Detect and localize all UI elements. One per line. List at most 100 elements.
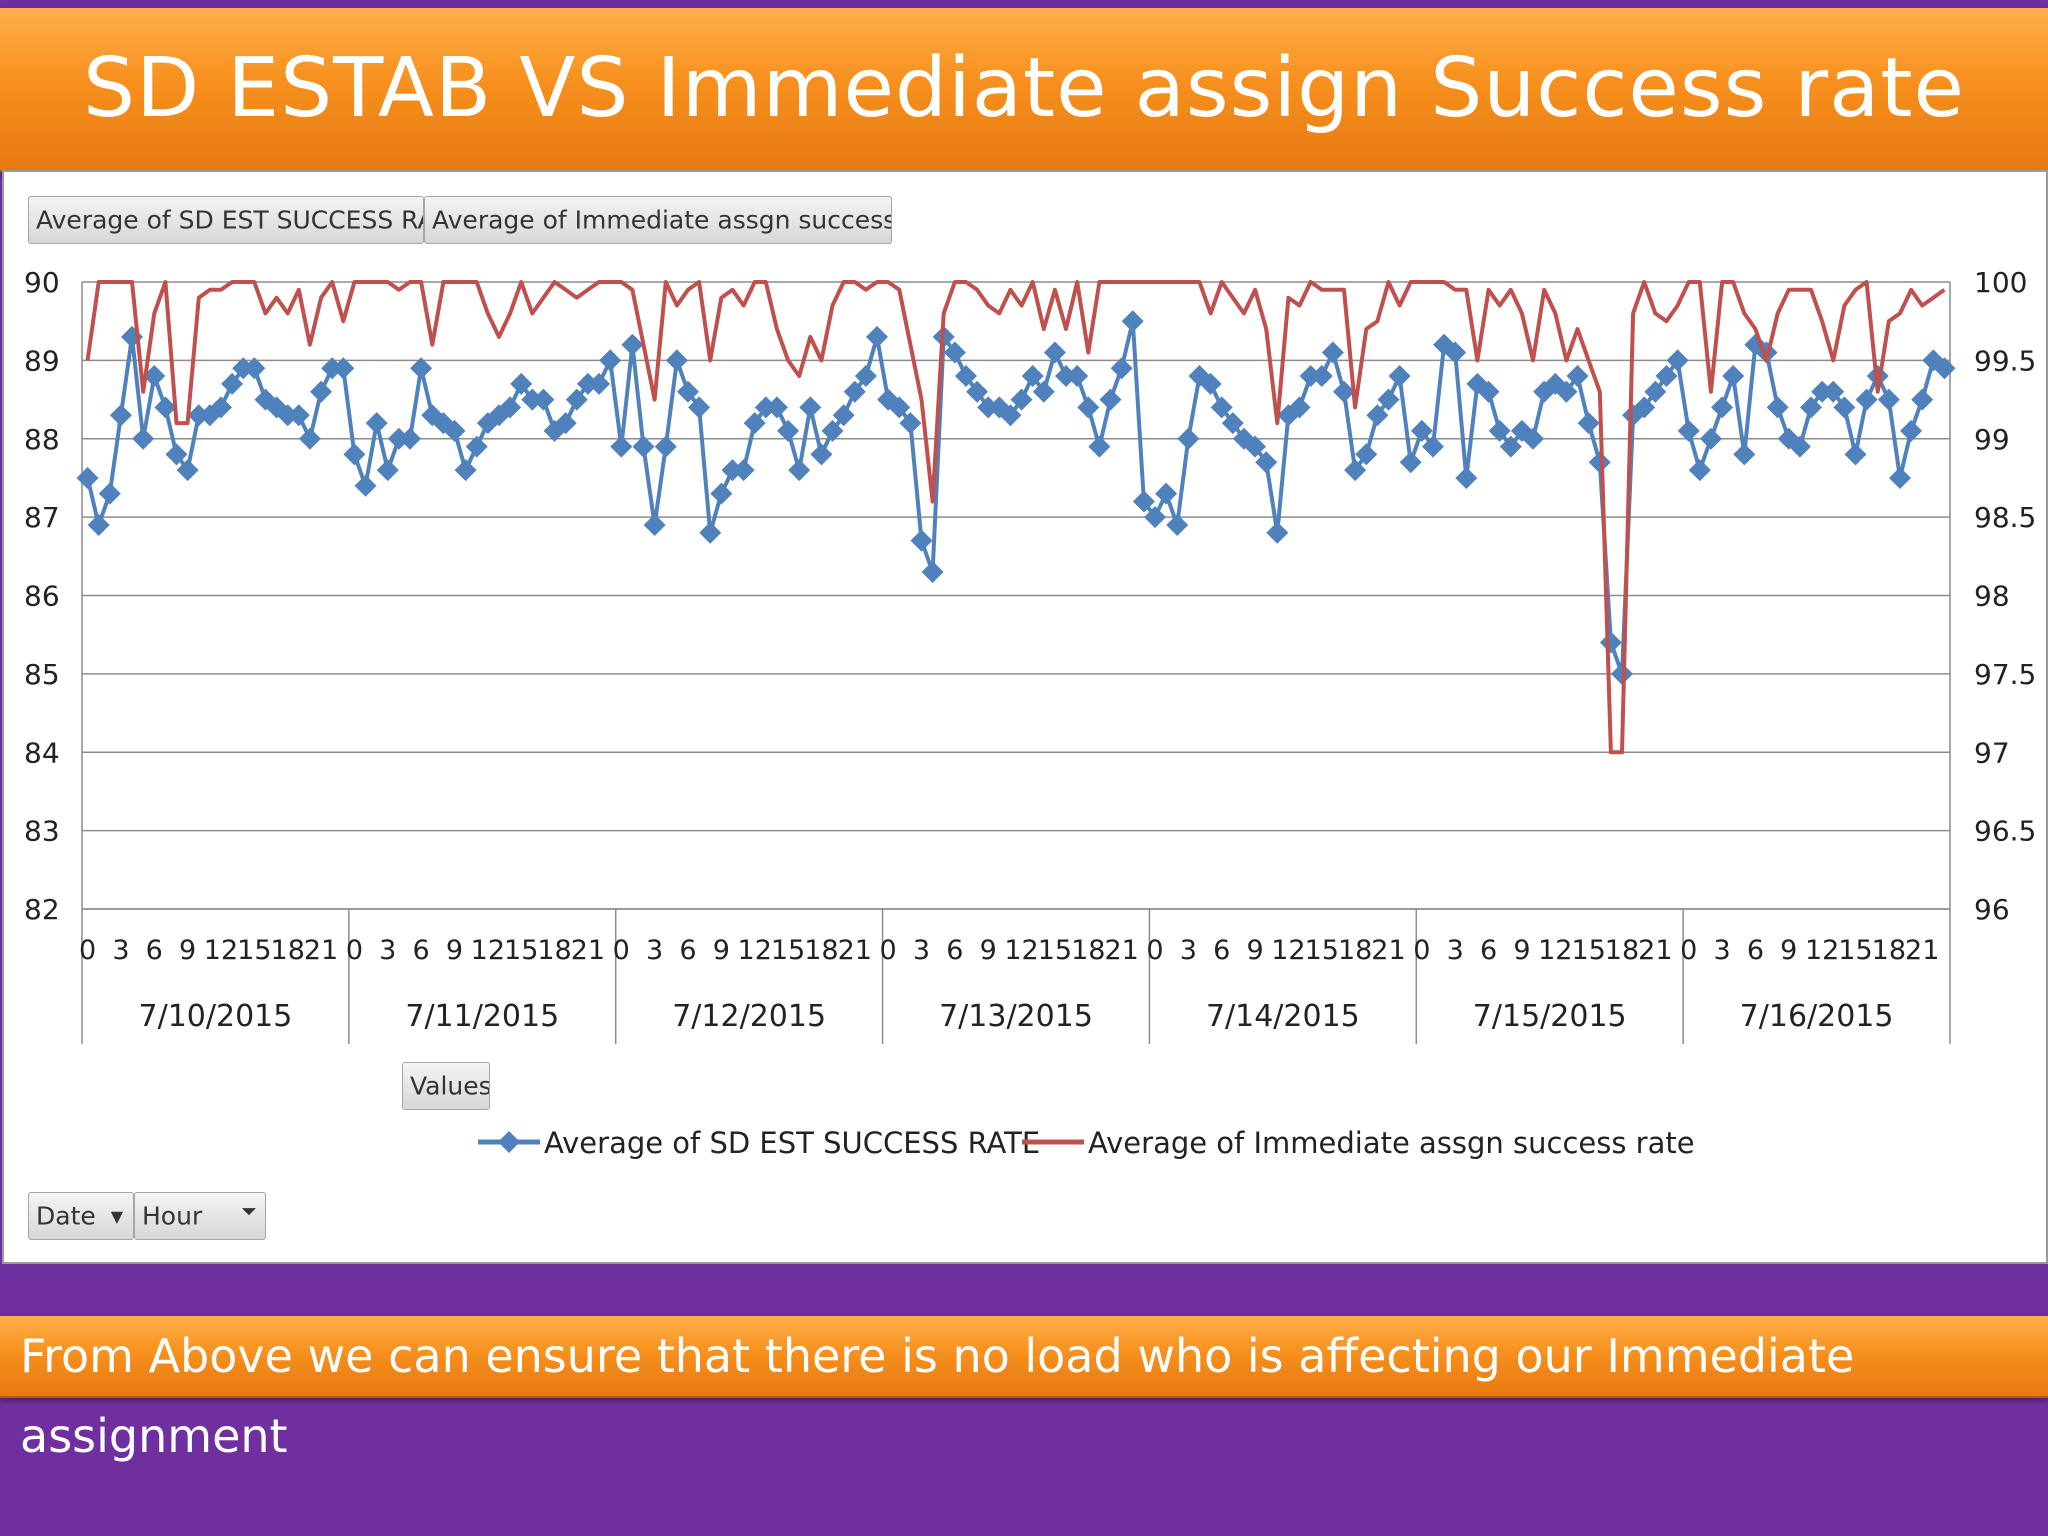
hour-tick-label: 3 xyxy=(1713,935,1730,966)
hour-tick-label: 15 xyxy=(1838,935,1872,966)
data-point-marker xyxy=(232,357,255,380)
data-point-marker xyxy=(1888,466,1911,489)
data-point-marker xyxy=(1321,341,1344,364)
data-point-marker xyxy=(1588,451,1611,474)
data-point-marker xyxy=(954,365,977,388)
hour-tick-label: 0 xyxy=(346,935,363,966)
data-point-marker xyxy=(87,513,110,536)
data-point-marker xyxy=(1699,427,1722,450)
data-point-marker xyxy=(699,521,722,544)
hour-tick-label: 18 xyxy=(271,935,305,966)
data-point-marker xyxy=(1377,388,1400,411)
data-point-marker xyxy=(209,396,232,419)
date-group-label: 7/15/2015 xyxy=(1473,999,1627,1034)
hour-tick-label: 3 xyxy=(379,935,396,966)
hour-tick-label: 12 xyxy=(1538,935,1572,966)
hour-tick-label: 6 xyxy=(413,935,430,966)
data-point-marker xyxy=(810,443,833,466)
data-point-marker xyxy=(688,396,711,419)
data-point-marker xyxy=(799,396,822,419)
hour-tick-label: 9 xyxy=(179,935,196,966)
data-point-marker xyxy=(1911,388,1934,411)
footer-banner: From Above we can ensure that there is n… xyxy=(0,1316,2048,1463)
data-point-marker xyxy=(276,404,299,427)
hour-tick-label: 18 xyxy=(1071,935,1105,966)
data-point-marker xyxy=(154,396,177,419)
values-button[interactable]: Values xyxy=(402,1062,490,1110)
data-point-marker xyxy=(1288,396,1311,419)
data-point-marker xyxy=(176,459,199,482)
hour-tick-label: 3 xyxy=(913,935,930,966)
data-point-marker xyxy=(576,372,599,395)
data-point-marker xyxy=(1032,380,1055,403)
data-point-marker xyxy=(921,560,944,583)
data-point-marker xyxy=(654,435,677,458)
data-point-marker xyxy=(1355,443,1378,466)
data-point-marker xyxy=(1099,388,1122,411)
data-point-marker xyxy=(1266,521,1289,544)
hour-filter-button[interactable]: Hour ⏷ xyxy=(134,1192,266,1240)
hour-tick-label: 3 xyxy=(646,935,663,966)
data-point-marker xyxy=(376,459,399,482)
data-point-marker xyxy=(588,372,611,395)
data-point-marker xyxy=(1132,490,1155,513)
hour-tick-label: 3 xyxy=(1447,935,1464,966)
data-point-marker xyxy=(1421,435,1444,458)
hour-tick-label: 6 xyxy=(1480,935,1497,966)
hour-tick-label: 9 xyxy=(980,935,997,966)
legend-label-sd: Average of SD EST SUCCESS RATE xyxy=(544,1126,1040,1160)
data-point-marker xyxy=(966,380,989,403)
hour-tick-label: 9 xyxy=(1780,935,1797,966)
y-right-tick-label: 98 xyxy=(1974,580,2010,613)
title-banner: SD ESTAB VS Immediate assign Success rat… xyxy=(0,8,2048,172)
data-point-marker xyxy=(854,365,877,388)
data-point-marker xyxy=(443,419,466,442)
hour-tick-label: 21 xyxy=(1104,935,1138,966)
data-point-marker xyxy=(1444,341,1467,364)
hour-tick-label: 21 xyxy=(838,935,872,966)
slide-title: SD ESTAB VS Immediate assign Success rat… xyxy=(83,41,1965,136)
data-point-marker xyxy=(899,412,922,435)
data-point-marker xyxy=(1677,419,1700,442)
hour-tick-label: 12 xyxy=(471,935,505,966)
hour-tick-label: 21 xyxy=(571,935,605,966)
data-point-marker xyxy=(1088,435,1111,458)
dropdown-arrow-icon: ▼ xyxy=(110,1207,123,1226)
y-right-tick-label: 99 xyxy=(1974,423,2010,456)
data-point-marker xyxy=(432,412,455,435)
data-point-marker xyxy=(943,341,966,364)
hour-tick-label: 0 xyxy=(880,935,897,966)
data-field-button-ia[interactable]: Average of Immediate assgn success rate xyxy=(424,196,892,244)
data-point-marker xyxy=(1199,372,1222,395)
hour-tick-label: 6 xyxy=(679,935,696,966)
data-point-marker xyxy=(1622,404,1645,427)
hour-tick-label: 12 xyxy=(204,935,238,966)
data-point-marker xyxy=(321,357,344,380)
data-point-marker xyxy=(165,443,188,466)
data-point-marker xyxy=(632,435,655,458)
hour-filter-label: Hour xyxy=(142,1201,203,1231)
data-point-marker xyxy=(1644,380,1667,403)
y-left-tick-label: 90 xyxy=(24,266,60,299)
data-point-marker xyxy=(187,404,210,427)
date-filter-button[interactable]: Date ▼ xyxy=(28,1192,134,1240)
data-point-marker xyxy=(610,435,633,458)
data-point-marker xyxy=(554,412,577,435)
hour-tick-label: 3 xyxy=(1180,935,1197,966)
data-point-marker xyxy=(1221,412,1244,435)
y-left-tick-label: 84 xyxy=(24,736,60,769)
data-point-marker xyxy=(1544,372,1567,395)
data-point-marker xyxy=(532,388,555,411)
data-point-marker xyxy=(743,412,766,435)
data-point-marker xyxy=(1844,443,1867,466)
date-group-label: 7/13/2015 xyxy=(939,999,1093,1034)
legend: Average of SD EST SUCCESS RATE Average of… xyxy=(478,1126,1695,1160)
data-field-button-sd[interactable]: Average of SD EST SUCCESS RATE xyxy=(28,196,424,244)
data-point-marker xyxy=(310,380,333,403)
data-point-marker xyxy=(1366,404,1389,427)
hour-tick-label: 0 xyxy=(1146,935,1163,966)
data-point-marker xyxy=(221,372,244,395)
data-point-marker xyxy=(298,427,321,450)
